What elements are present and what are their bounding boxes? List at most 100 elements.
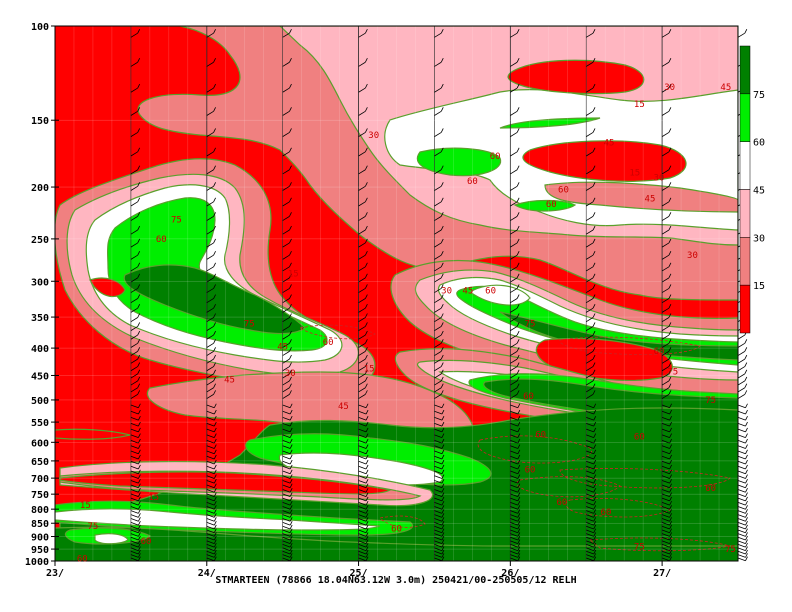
wind-barb-flag (289, 479, 293, 484)
wind-barb-flag (441, 492, 445, 497)
wind-barb-staff (661, 536, 670, 541)
contour-lines (298, 324, 731, 552)
wind-barb-flag (668, 339, 672, 344)
contour-value-label: 60 (654, 347, 665, 357)
wind-barb-flag (669, 517, 672, 522)
wind-barb-flag (441, 488, 445, 493)
wind-barb-flag (592, 128, 596, 133)
wind-barb-flag (213, 464, 217, 470)
wind-barb-flag (213, 347, 216, 352)
wind-barb-staff (434, 373, 442, 379)
wind-barb-staff (130, 455, 139, 460)
wind-barb-flag (745, 479, 748, 484)
wind-barb-staff (661, 422, 670, 427)
wind-barb-flag (669, 492, 672, 497)
wind-barb-staff (737, 417, 746, 421)
wind-barb-staff (206, 254, 214, 260)
wind-barb-flag (745, 556, 748, 561)
wind-barb-staff (661, 544, 670, 548)
wind-barb-staff (586, 536, 594, 541)
wind-barb-staff (358, 288, 366, 293)
wind-barb-flag (138, 535, 141, 541)
wind-barb-flag (289, 262, 292, 267)
wind-barb-flag (365, 474, 369, 479)
wind-barb-flag (213, 415, 217, 421)
wind-barb-staff (282, 497, 291, 502)
wind-barb-flag (440, 376, 444, 382)
color-bar-label: 45 (753, 186, 765, 197)
wind-barb-flag (213, 546, 217, 551)
wind-barb-staff (358, 475, 367, 479)
wind-barb-staff (282, 465, 291, 470)
wind-barb-staff (434, 489, 443, 493)
wind-barb-flag (213, 212, 216, 217)
wind-barb-flag (289, 483, 293, 488)
wind-barb-flag (517, 415, 521, 421)
wind-barb-staff (206, 307, 214, 313)
wind-barb-flag (517, 469, 521, 474)
wind-barb-staff (510, 317, 518, 323)
wind-barb-staff (661, 242, 670, 248)
wind-barb-staff (282, 510, 291, 514)
wind-barb-flag (516, 322, 520, 327)
wind-barb-staff (510, 439, 518, 444)
wind-barb-flag (516, 330, 520, 336)
wind-barb-staff (661, 387, 670, 393)
wind-barb-flag (593, 479, 597, 484)
wind-barb-staff (661, 326, 670, 331)
wind-barb-staff (358, 428, 367, 433)
wind-barb-staff (206, 242, 214, 248)
wind-barb-staff (661, 445, 670, 449)
wind-barb-staff (737, 501, 746, 506)
wind-barb-flag (213, 556, 217, 561)
wind-barb-staff (586, 307, 594, 313)
wind-barb-staff (130, 417, 139, 421)
wind-barb-flag (138, 464, 141, 470)
wind-barb-flag (138, 474, 141, 479)
wind-barb-staff (586, 489, 594, 493)
wind-barb-staff (434, 110, 442, 116)
wind-barb-flag (592, 347, 596, 352)
wind-barb-staff (206, 422, 215, 427)
wind-barb-flag (289, 513, 293, 518)
wind-barb-flag (593, 433, 597, 438)
wind-barb-flag (517, 438, 521, 444)
wind-barb-staff (130, 216, 138, 221)
wind-barb-flag (441, 403, 445, 408)
wind-barb-staff (358, 185, 366, 191)
wind-barb-flag (137, 182, 141, 187)
wind-barb-staff (358, 510, 367, 514)
wind-barb-flag (213, 517, 217, 522)
wind-barb-flag (593, 546, 597, 551)
wind-barb-staff (434, 185, 442, 191)
wind-barb-staff (737, 557, 746, 562)
wind-barb-flag (441, 549, 445, 555)
wind-barb-staff (586, 540, 594, 544)
wind-barb-flag (441, 409, 445, 415)
wind-barb-flag (668, 376, 672, 382)
wind-barb-staff (737, 533, 746, 537)
wind-barb-flag (289, 444, 293, 449)
wind-barb-staff (358, 497, 367, 502)
wind-barb-staff (586, 298, 594, 304)
wind-barb-staff (661, 394, 670, 399)
wind-barb-staff (206, 151, 214, 157)
wind-barb-flag (745, 520, 748, 526)
wind-barb-flag (517, 496, 521, 502)
wind-barb-flag (289, 197, 292, 203)
wind-barb-flag (441, 528, 445, 533)
wind-barb-staff (510, 554, 518, 558)
wind-barb-staff (206, 342, 214, 348)
wind-barb-flag (289, 488, 293, 493)
wind-barb-flag (745, 539, 748, 544)
wind-barb-flag (593, 542, 597, 548)
wind-barb-flag (365, 520, 369, 526)
wind-barb-staff (661, 450, 670, 455)
wind-barb-staff (661, 266, 670, 272)
wind-barb-staff (130, 351, 138, 356)
wind-barb-staff (282, 480, 291, 484)
wind-barb-flag (592, 238, 596, 244)
wind-barb-flag (138, 438, 141, 444)
wind-barb-flag (517, 492, 521, 497)
wind-barb-staff (282, 489, 291, 493)
